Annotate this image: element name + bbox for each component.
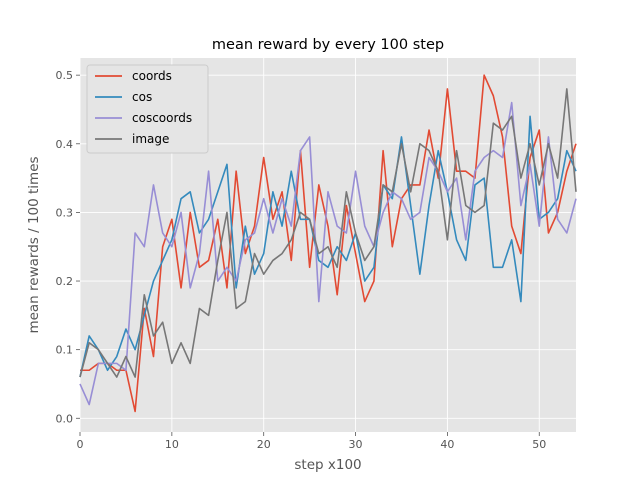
series-layer <box>79 74 577 413</box>
chart-title: mean reward by every 100 step <box>212 37 444 53</box>
x-tick-label: 40 <box>440 438 454 451</box>
y-tick-label: 0.5 <box>56 69 74 82</box>
y-tick-label: 0.1 <box>56 344 74 357</box>
series-line-coords <box>80 74 577 413</box>
x-tick-label: 50 <box>532 438 546 451</box>
y-axis-ticks: 0.0 0.1 0.2 0.3 0.4 0.5 <box>56 69 80 425</box>
series-line-image <box>79 88 577 378</box>
x-tick-label: 10 <box>165 438 179 451</box>
legend: coords cos coscoords image <box>86 64 209 154</box>
x-axis-label: step x100 <box>294 457 361 473</box>
x-tick-label: 30 <box>349 438 363 451</box>
y-tick-label: 0.2 <box>56 275 74 288</box>
y-tick-label: 0.3 <box>56 206 74 219</box>
series-line-cos <box>79 115 577 378</box>
legend-box <box>86 64 209 154</box>
x-tick-label: 0 <box>77 438 84 451</box>
y-tick-label: 0.0 <box>56 412 74 425</box>
legend-label-coords: coords <box>132 69 172 83</box>
y-axis-label: mean rewards / 100 times <box>26 156 42 333</box>
y-tick-label: 0.4 <box>56 138 74 151</box>
legend-label-coscoords: coscoords <box>132 111 192 125</box>
series-line-coscoords <box>79 101 577 406</box>
x-axis-ticks: 0 10 20 30 40 50 <box>77 432 546 451</box>
legend-label-image: image <box>132 132 169 146</box>
x-tick-label: 20 <box>257 438 271 451</box>
legend-label-cos: cos <box>132 90 152 104</box>
